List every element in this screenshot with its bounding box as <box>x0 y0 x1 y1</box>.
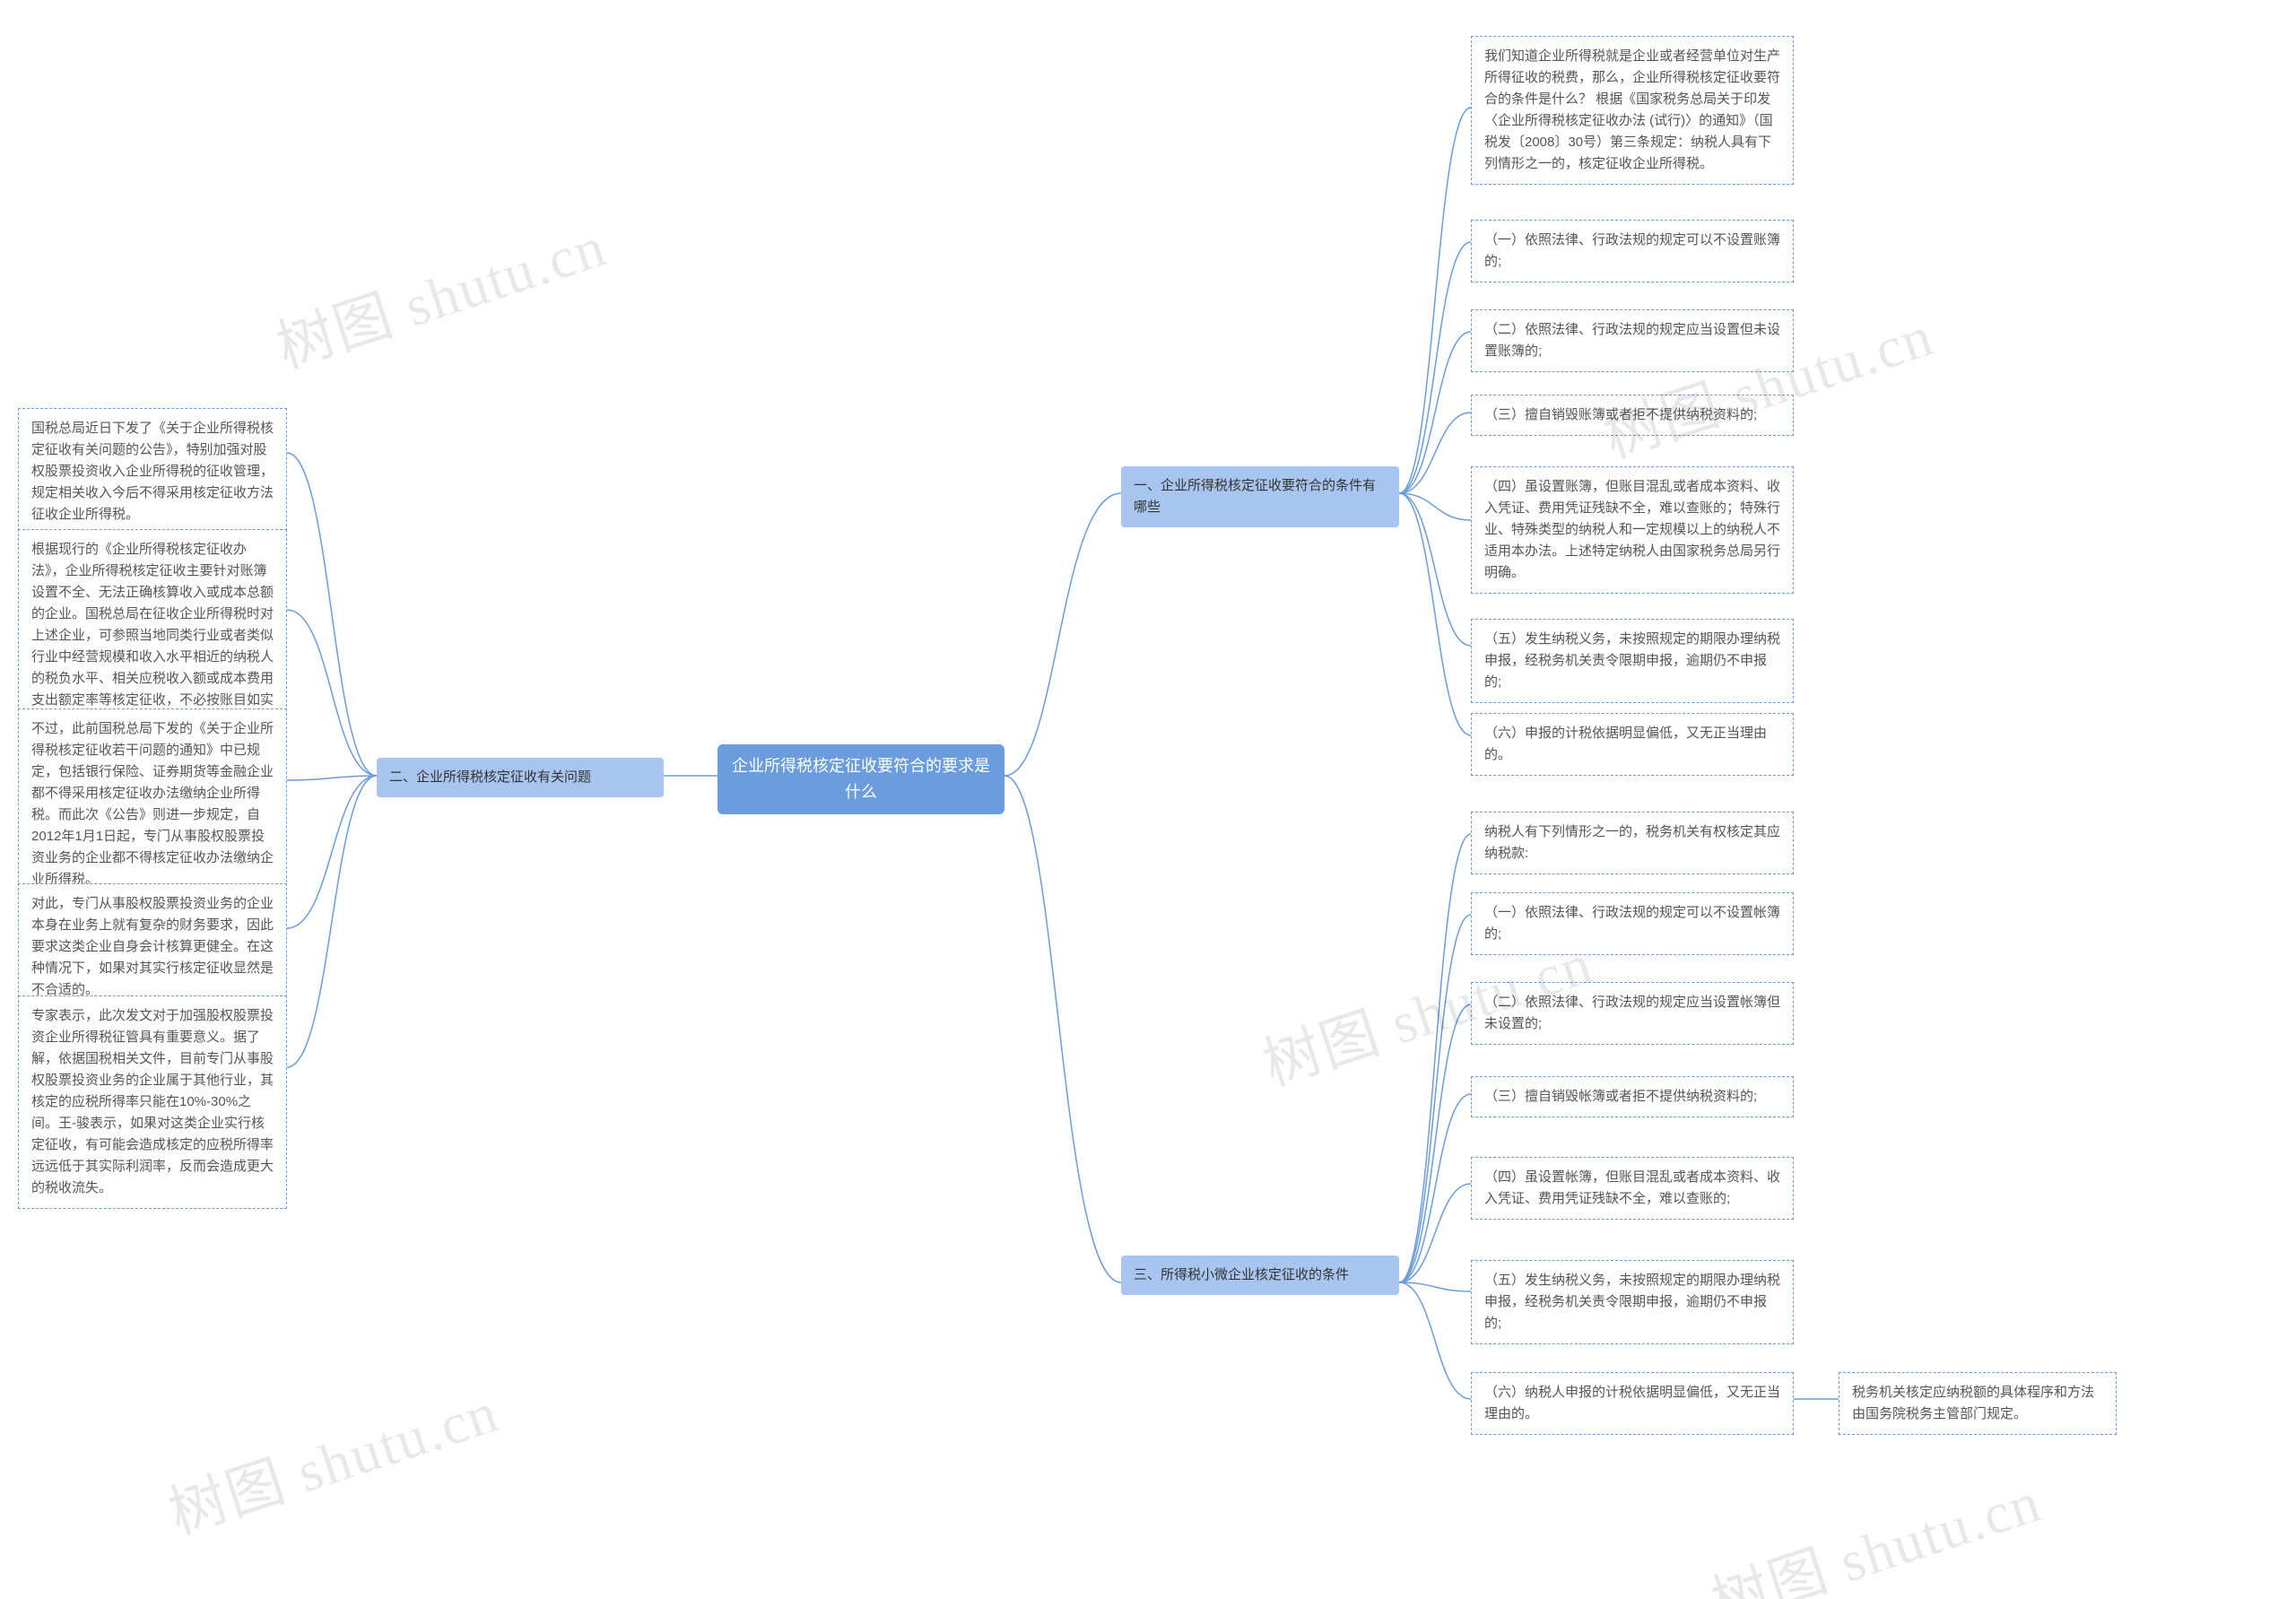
leaf-1-6: （六）申报的计税依据明显偏低，又无正当理由的。 <box>1471 713 1794 776</box>
leaf-3-2: （二）依照法律、行政法规的规定应当设置帐簿但未设置的; <box>1471 982 1794 1045</box>
leaf-2-4: 专家表示，此次发文对于加强股权股票投资企业所得税征管具有重要意义。据了解，依据国… <box>18 995 287 1209</box>
branch-1: 一、企业所得税核定征收要符合的条件有哪些 <box>1121 466 1399 527</box>
branch-1-label: 一、企业所得税核定征收要符合的条件有哪些 <box>1134 478 1376 515</box>
leaf-3-3: （三）擅自销毁帐簿或者拒不提供纳税资料的; <box>1471 1076 1794 1117</box>
branch-3-label: 三、所得税小微企业核定征收的条件 <box>1134 1267 1349 1282</box>
leaf-1-4: （四）虽设置账簿，但账目混乱或者成本资料、收入凭证、费用凭证残缺不全，难以查账的… <box>1471 466 1794 594</box>
leaf-2-0: 国税总局近日下发了《关于企业所得税核定征收有关问题的公告》，特别加强对股权股票投… <box>18 408 287 535</box>
leaf-1-2: （二）依照法律、行政法规的规定应当设置但未设置账簿的; <box>1471 309 1794 372</box>
leaf-1-0: 我们知道企业所得税就是企业或者经营单位对生产所得征收的税费，那么，企业所得税核定… <box>1471 36 1794 185</box>
leaf-3-tail: 税务机关核定应纳税额的具体程序和方法由国务院税务主管部门规定。 <box>1839 1372 2117 1435</box>
leaf-1-1: （一）依照法律、行政法规的规定可以不设置账簿的; <box>1471 220 1794 282</box>
branch-2: 二、企业所得税核定征收有关问题 <box>377 758 664 797</box>
leaf-2-2: 不过，此前国税总局下发的《关于企业所得税核定征收若干问题的通知》中已规定，包括银… <box>18 708 287 900</box>
leaf-1-3: （三）擅自销毁账簿或者拒不提供纳税资料的; <box>1471 395 1794 436</box>
leaf-3-0: 纳税人有下列情形之一的，税务机关有权核定其应纳税款: <box>1471 812 1794 874</box>
root-node: 企业所得税核定征收要符合的要求是什么 <box>718 744 1004 814</box>
connectors <box>0 0 2296 1599</box>
leaf-3-6: （六）纳税人申报的计税依据明显偏低，又无正当理由的。 <box>1471 1372 1794 1435</box>
leaf-3-5: （五）发生纳税义务，未按照规定的期限办理纳税申报，经税务机关责令限期申报，逾期仍… <box>1471 1260 1794 1344</box>
watermark: 树图 shutu.cn <box>157 1366 508 1550</box>
branch-2-label: 二、企业所得税核定征收有关问题 <box>389 769 591 785</box>
leaf-2-3: 对此，专门从事股权股票投资业务的企业本身在业务上就有复杂的财务要求，因此要求这类… <box>18 883 287 1011</box>
leaf-3-1: （一）依照法律、行政法规的规定可以不设置帐簿的; <box>1471 892 1794 955</box>
leaf-3-4: （四）虽设置帐簿，但账目混乱或者成本资料、收入凭证、费用凭证残缺不全，难以查账的… <box>1471 1157 1794 1220</box>
branch-3: 三、所得税小微企业核定征收的条件 <box>1121 1256 1399 1295</box>
watermark: 树图 shutu.cn <box>265 200 615 384</box>
leaf-1-5: （五）发生纳税义务，未按照规定的期限办理纳税申报，经税务机关责令限期申报，逾期仍… <box>1471 619 1794 703</box>
root-label: 企业所得税核定征收要符合的要求是什么 <box>732 757 990 801</box>
watermark: 树图 shutu.cn <box>1700 1456 2050 1599</box>
